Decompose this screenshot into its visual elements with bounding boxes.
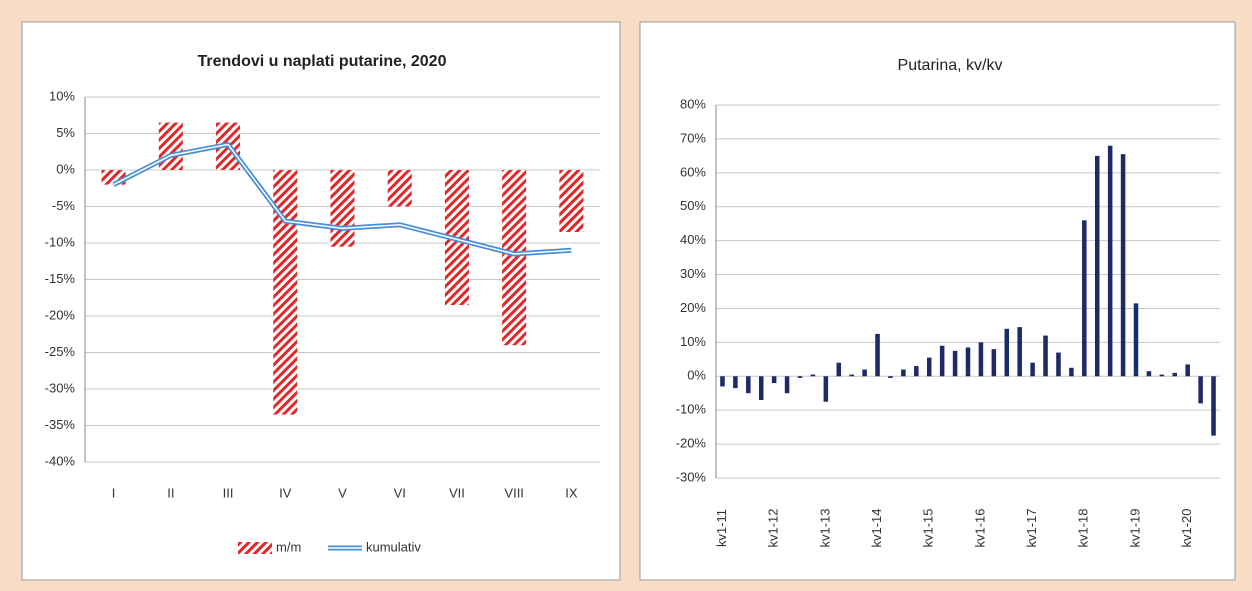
y-tick-label: -20% — [45, 307, 76, 322]
bar — [1056, 352, 1061, 377]
bar — [720, 376, 725, 387]
y-tick-label: -10% — [45, 234, 76, 249]
bar — [1120, 154, 1126, 377]
bar — [1004, 328, 1010, 377]
x-tick-label: V — [338, 485, 347, 500]
y-tick-label: 80% — [680, 96, 706, 111]
y-tick-label: 60% — [680, 164, 706, 179]
bar — [849, 374, 854, 377]
bar — [875, 333, 880, 377]
y-tick-label: -25% — [45, 344, 76, 359]
bar — [1146, 371, 1152, 377]
bar — [797, 376, 803, 378]
bar — [914, 366, 919, 377]
bar — [746, 376, 751, 394]
bar — [1185, 364, 1190, 377]
x-tick-label: kv1-20 — [1179, 508, 1194, 547]
y-tick-label: -35% — [45, 417, 76, 432]
bar — [1107, 145, 1113, 377]
x-tick-label: II — [167, 485, 174, 500]
x-tick-label: kv1-14 — [869, 508, 884, 547]
bar — [991, 349, 997, 377]
x-tick-label: kv1-16 — [972, 508, 987, 547]
bar — [771, 376, 777, 384]
y-tick-label: -30% — [676, 469, 707, 484]
bar — [158, 122, 183, 170]
bar — [1043, 335, 1048, 377]
legend-label: m/m — [276, 539, 301, 554]
right-panel — [639, 21, 1236, 581]
bar — [1172, 372, 1178, 377]
y-tick-label: 70% — [680, 130, 706, 145]
bar — [1069, 367, 1074, 377]
bar — [758, 376, 764, 401]
bar — [733, 376, 738, 389]
line-inner — [113, 143, 572, 255]
x-tick-label: kv1-15 — [921, 508, 936, 547]
bar — [939, 345, 945, 377]
x-tick-label: VII — [449, 485, 465, 500]
bar — [926, 357, 932, 377]
bar — [952, 350, 958, 377]
y-tick-label: -5% — [52, 198, 76, 213]
x-tick-label: VIII — [504, 485, 524, 500]
y-tick-label: 0% — [56, 161, 75, 176]
bar — [1017, 327, 1022, 377]
x-tick-label: kv1-13 — [817, 508, 832, 547]
bar — [836, 362, 842, 377]
y-tick-label: 0% — [687, 368, 706, 383]
y-tick-label: 30% — [680, 266, 706, 281]
bar — [1030, 362, 1035, 377]
bar — [810, 374, 816, 377]
y-tick-label: 20% — [680, 300, 706, 315]
y-tick-label: 50% — [680, 198, 706, 213]
x-tick-label: VI — [394, 485, 406, 500]
x-tick-label: I — [112, 485, 116, 500]
bar — [1082, 220, 1087, 377]
bar — [1094, 155, 1100, 377]
legend-swatch — [238, 542, 272, 554]
y-tick-label: -30% — [45, 380, 76, 395]
y-tick-label: 40% — [680, 232, 706, 247]
bar — [387, 170, 412, 207]
legend-label: kumulativ — [366, 539, 421, 554]
chart-title: Putarina, kv/kv — [898, 57, 1003, 74]
x-tick-label: IX — [565, 485, 578, 500]
bar — [502, 170, 527, 346]
y-tick-label: 5% — [56, 125, 75, 140]
x-tick-label: kv1-12 — [766, 508, 781, 547]
bar — [1159, 374, 1165, 377]
bar — [862, 369, 867, 377]
bar — [784, 376, 790, 394]
bar — [901, 369, 906, 377]
y-tick-label: 10% — [49, 88, 75, 103]
bar — [978, 342, 984, 377]
x-tick-label: kv1-11 — [714, 509, 729, 547]
y-tick-label: -20% — [676, 436, 707, 451]
x-tick-label: kv1-18 — [1076, 508, 1091, 547]
y-tick-label: -10% — [676, 402, 707, 417]
chart-title: Trendovi u naplati putarine, 2020 — [198, 53, 447, 70]
bar — [823, 376, 829, 402]
bar — [1133, 303, 1139, 377]
bar — [965, 347, 971, 377]
x-tick-label: kv1-17 — [1024, 508, 1039, 547]
bar — [1211, 376, 1216, 436]
bar — [559, 170, 584, 233]
x-tick-label: III — [223, 485, 234, 500]
y-tick-label: -40% — [45, 453, 76, 468]
y-tick-label: -15% — [45, 271, 76, 286]
bar — [888, 376, 893, 378]
bar — [330, 170, 355, 247]
bar — [1198, 376, 1203, 404]
x-tick-label: kv1-19 — [1127, 508, 1142, 547]
y-tick-label: 10% — [680, 334, 706, 349]
x-tick-label: IV — [279, 485, 292, 500]
